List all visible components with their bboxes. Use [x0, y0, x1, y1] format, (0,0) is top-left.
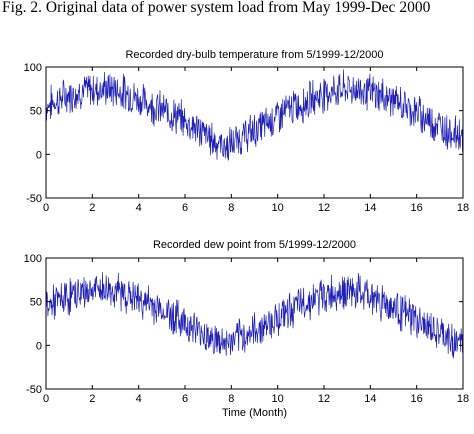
y-tick-label: -50: [26, 384, 42, 396]
x-tick-label: 10: [272, 202, 284, 214]
chart-dew-point: Recorded dew point from 5/1999-12/2000 0 2…: [24, 239, 469, 419]
plot-frame: [45, 257, 464, 390]
chart-temperature: Recorded dry-bulb temperature from 5/199…: [24, 49, 469, 214]
x-tick-label: 12: [318, 393, 330, 405]
x-tick-label: 0: [43, 202, 49, 214]
x-tick-label: 12: [318, 202, 330, 214]
x-tick-label: 6: [182, 393, 188, 405]
series-line: [46, 272, 463, 359]
x-tick-label: 0: [43, 393, 49, 405]
x-tick-label: 14: [364, 393, 376, 405]
x-axis-label: Time (Month): [222, 407, 287, 419]
y-tick-label: -50: [26, 193, 42, 205]
plot-frame: [45, 66, 464, 199]
figure-caption: Fig. 2. Original data of power system lo…: [2, 0, 431, 16]
y-tick-label: 50: [30, 297, 42, 309]
x-tick-label: 14: [364, 202, 376, 214]
series-line: [46, 69, 463, 161]
x-tick-label: 4: [136, 202, 142, 214]
y-tick-label: 0: [36, 340, 42, 352]
x-tick-label: 10: [272, 393, 284, 405]
y-tick-label: 0: [36, 149, 42, 161]
chart-title: Recorded dry-bulb temperature from 5/199…: [125, 49, 383, 61]
x-tick-label: 4: [136, 393, 142, 405]
y-tick-label: 50: [30, 106, 42, 118]
x-tick-label: 2: [89, 202, 95, 214]
x-tick-label: 2: [89, 393, 95, 405]
x-tick-label: 18: [457, 202, 469, 214]
x-tick-label: 16: [411, 393, 423, 405]
chart-title: Recorded dew point from 5/1999-12/2000: [153, 239, 356, 251]
x-tick-label: 6: [182, 202, 188, 214]
y-tick-label: 100: [24, 62, 42, 74]
x-tick-label: 8: [228, 202, 234, 214]
x-tick-label: 16: [411, 202, 423, 214]
x-tick-label: 8: [228, 393, 234, 405]
x-tick-label: 18: [457, 393, 469, 405]
y-tick-label: 100: [24, 253, 42, 265]
